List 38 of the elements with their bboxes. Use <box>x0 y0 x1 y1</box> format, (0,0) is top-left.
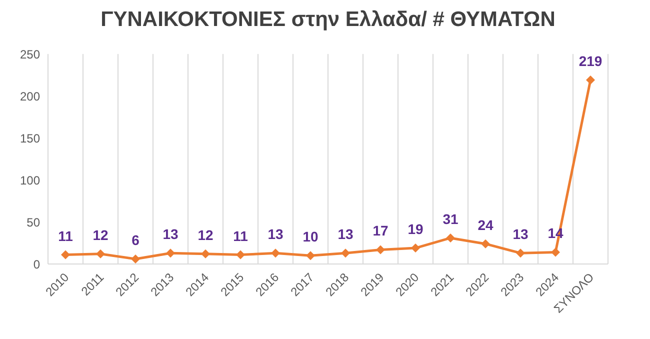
point <box>446 233 455 242</box>
data-label: 11 <box>58 228 74 244</box>
data-label: 12 <box>198 226 214 243</box>
point <box>376 245 385 254</box>
point <box>61 250 70 260</box>
data-label: 13 <box>338 226 354 242</box>
point <box>236 250 245 260</box>
point <box>166 248 175 258</box>
point <box>341 248 350 258</box>
y-tick-label: 200 <box>20 89 40 104</box>
y-tick-label: 0 <box>33 257 40 272</box>
point <box>131 254 140 264</box>
data-label: 31 <box>442 210 458 227</box>
y-tick-label: 250 <box>20 47 40 62</box>
point <box>481 239 490 248</box>
data-label: 13 <box>162 226 178 242</box>
data-label: 11 <box>233 228 248 244</box>
chart-title: ΓΥΝΑΙΚΟΚΤΟΝΙΕΣ στην Ελλαδα/ # ΘΥΜΑΤΩΝ <box>100 8 556 33</box>
y-tick-label: 100 <box>20 173 40 188</box>
point <box>306 251 315 260</box>
point <box>586 76 595 85</box>
data-label: 10 <box>302 228 318 245</box>
data-label: 13 <box>268 226 284 242</box>
data-label: 19 <box>408 221 424 238</box>
data-label: 24 <box>478 216 494 233</box>
y-tick-label: 150 <box>20 131 40 146</box>
point <box>516 248 525 258</box>
point <box>271 248 280 258</box>
point <box>551 248 560 257</box>
data-label: 13 <box>512 226 528 242</box>
data-label: 219 <box>578 53 602 70</box>
point <box>96 249 105 258</box>
data-label: 6 <box>132 232 140 248</box>
y-tick-label: 50 <box>26 215 40 230</box>
data-label: 17 <box>372 222 388 239</box>
point <box>411 244 420 253</box>
point <box>201 249 210 258</box>
data-label: 12 <box>92 226 108 243</box>
